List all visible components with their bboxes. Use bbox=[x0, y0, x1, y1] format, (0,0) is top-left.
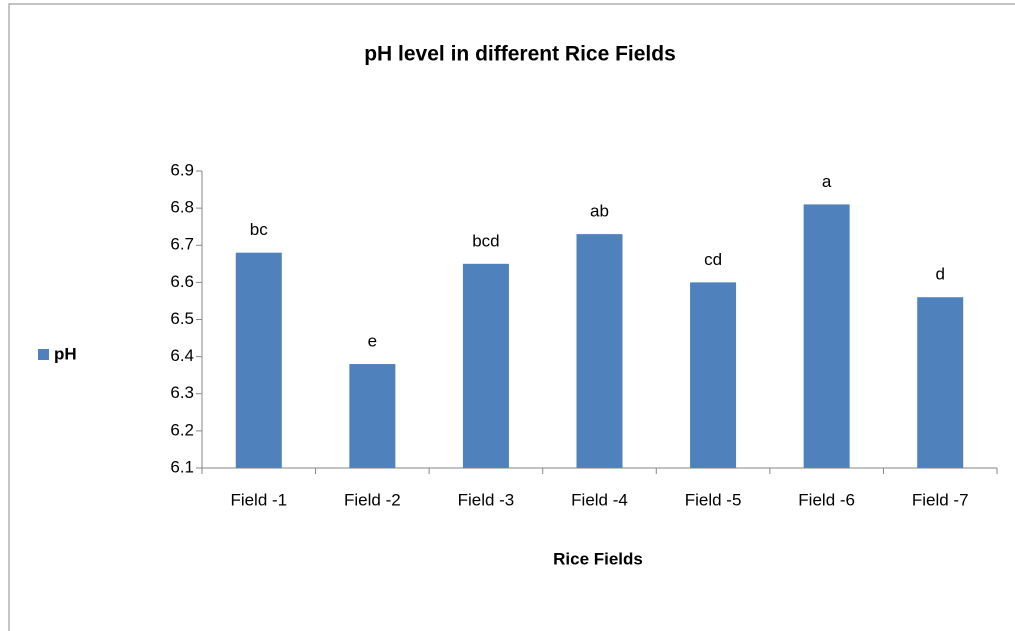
bar-annotation: bcd bbox=[472, 231, 499, 250]
x-tick-label: Field -4 bbox=[571, 490, 628, 509]
y-tick-label: 6.7 bbox=[170, 235, 194, 254]
x-tick-label: Field -5 bbox=[685, 490, 742, 509]
legend-label: pH bbox=[54, 344, 77, 363]
x-tick-label: Field -7 bbox=[912, 490, 969, 509]
x-tick-label: Field -1 bbox=[230, 490, 287, 509]
y-tick-label: 6.4 bbox=[170, 346, 194, 365]
bar-annotation: cd bbox=[704, 250, 722, 269]
x-tick-label: Field -2 bbox=[344, 490, 401, 509]
y-tick-label: 6.5 bbox=[170, 309, 194, 328]
bar-annotation: d bbox=[935, 265, 944, 284]
x-tick-label: Field -3 bbox=[458, 490, 515, 509]
bar bbox=[349, 364, 396, 468]
chart-title: pH level in different Rice Fields bbox=[364, 43, 676, 66]
legend-swatch bbox=[38, 349, 49, 360]
y-tick-label: 6.9 bbox=[170, 160, 194, 179]
y-tick-label: 6.1 bbox=[170, 457, 194, 476]
y-tick-label: 6.2 bbox=[170, 420, 194, 439]
x-axis-title: Rice Fields bbox=[553, 549, 643, 568]
bar bbox=[803, 204, 850, 468]
bar-annotation: a bbox=[822, 172, 832, 191]
bar-annotation: bc bbox=[250, 220, 268, 239]
x-tick-label: Field -6 bbox=[798, 490, 855, 509]
y-tick-label: 6.3 bbox=[170, 383, 194, 402]
bar bbox=[576, 234, 623, 468]
bar bbox=[235, 252, 282, 468]
y-tick-label: 6.8 bbox=[170, 198, 194, 217]
bar-annotation: e bbox=[368, 332, 377, 351]
bar bbox=[917, 297, 964, 468]
bar bbox=[462, 263, 509, 468]
y-tick-label: 6.6 bbox=[170, 272, 194, 291]
chart-frame bbox=[8, 3, 1015, 631]
bar-annotation: ab bbox=[590, 202, 609, 221]
bar bbox=[690, 282, 737, 468]
